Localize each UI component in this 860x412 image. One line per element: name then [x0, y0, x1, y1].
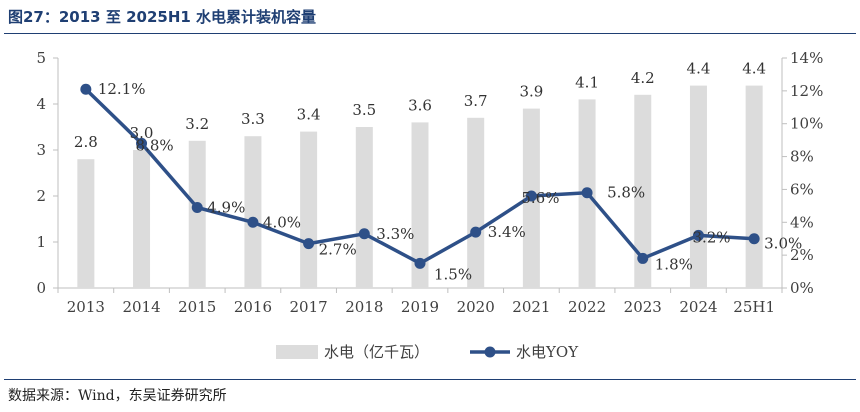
y-right-tick-label: 6% [790, 180, 814, 198]
yoy-point [748, 233, 760, 245]
yoy-point [470, 226, 482, 238]
data-labels: 2.8 3.0 3.2 3.3 3.4 3.5 3.6 3.7 3.9 4.1 4.2 4.4 4.4 1… [74, 60, 802, 284]
yoy-value-label: 2.7% [319, 241, 357, 259]
bar-value-label: 3.0 [130, 124, 154, 142]
y-left-tick-label: 3 [36, 141, 46, 159]
yoy-point [191, 202, 203, 213]
legend-bar-label: 水电（亿千瓦） [324, 343, 429, 361]
yoy-point [637, 252, 649, 264]
bar-value-label: 3.7 [464, 92, 488, 110]
bar [133, 150, 151, 288]
x-tick-label: 2018 [345, 298, 383, 316]
y-left-tick-label: 2 [36, 187, 46, 205]
x-tick-label: 2022 [568, 298, 606, 316]
title-rule [4, 33, 856, 34]
y-right-tick-label: 0% [790, 279, 814, 297]
yoy-value-label: 1.5% [434, 265, 472, 283]
x-tick-label: 25H1 [733, 298, 775, 316]
yoy-value-label: 3.0% [764, 235, 802, 253]
y-left-tick-label: 5 [36, 49, 46, 67]
yoy-value-label: 1.8% [655, 255, 693, 273]
x-tick-label: 2023 [624, 298, 662, 316]
x-tick-label: 2020 [457, 298, 495, 316]
bar [188, 140, 206, 288]
x-tick-label: 2019 [401, 298, 439, 316]
y-right-tick-label: 14% [790, 49, 823, 67]
y-left-tick-label: 4 [36, 95, 46, 113]
yoy-value-label: 3.4% [488, 223, 526, 241]
bar [634, 94, 652, 288]
y-left-tick-label: 1 [36, 233, 46, 251]
x-tick-label: 2017 [290, 298, 328, 316]
bar [411, 122, 429, 289]
yoy-point [247, 216, 259, 228]
yoy-value-label: 4.0% [263, 213, 301, 231]
legend-bar-swatch [276, 345, 318, 359]
yoy-value-label: 12.1% [98, 80, 146, 98]
legend: 水电（亿千瓦） 水电YOY [276, 343, 579, 361]
yoy-point [358, 228, 370, 240]
bar-value-label: 3.2 [185, 115, 209, 133]
y-right-tick-label: 2% [790, 246, 814, 264]
y-right-tick-label: 4% [790, 213, 814, 231]
footer-rule [4, 379, 856, 380]
yoy-point [692, 229, 704, 241]
y-right-tick-label: 12% [790, 82, 823, 100]
yoy-value-label: 5.8% [607, 184, 645, 202]
yoy-point [303, 238, 315, 250]
bar-value-label: 4.1 [575, 73, 599, 91]
yoy-point [414, 257, 426, 269]
bar-value-label: 4.4 [742, 60, 766, 78]
bar-value-label: 3.4 [297, 106, 321, 124]
line-series [80, 83, 760, 269]
y-right-tick-label: 10% [790, 115, 823, 133]
x-tick-label: 2024 [679, 298, 717, 316]
yoy-point [80, 83, 92, 95]
bar-value-label: 4.2 [631, 69, 655, 87]
bar [355, 127, 373, 288]
bar [467, 117, 485, 288]
bar-value-label: 3.9 [519, 83, 543, 101]
x-tick-label: 2014 [122, 298, 160, 316]
bar-value-label: 3.5 [352, 101, 376, 119]
yoy-point [525, 190, 537, 202]
x-tick-label: 2016 [234, 298, 272, 316]
yoy-point [581, 187, 593, 199]
chart-title: 图27：2013 至 2025H1 水电累计装机容量 [8, 8, 317, 26]
yoy-value-label: 3.3% [376, 225, 414, 243]
x-tick-label: 2015 [178, 298, 216, 316]
x-tick-label: 2021 [512, 298, 550, 316]
yoy-point [136, 137, 148, 149]
yoy-value-label: 3.2% [692, 228, 730, 246]
yoy-value-label: 5.6% [521, 189, 559, 207]
y-right-tick-label: 8% [790, 148, 814, 166]
legend-line-label: 水电YOY [516, 343, 579, 361]
bar-value-label: 3.3 [241, 110, 265, 128]
legend-line-marker [484, 346, 496, 358]
source-note: 数据来源：Wind，东吴证券研究所 [8, 388, 227, 404]
bar [300, 131, 318, 288]
bar [77, 159, 95, 288]
x-tick-label: 2013 [67, 298, 105, 316]
bar [244, 136, 262, 288]
bar-value-label: 3.6 [408, 96, 432, 114]
bar-value-label: 4.4 [687, 60, 711, 78]
bar-value-label: 2.8 [74, 133, 98, 151]
y-left-tick-label: 0 [36, 279, 46, 297]
bar [745, 85, 763, 288]
yoy-value-label: 8.8% [136, 136, 174, 154]
yoy-value-label: 4.9% [207, 199, 245, 217]
